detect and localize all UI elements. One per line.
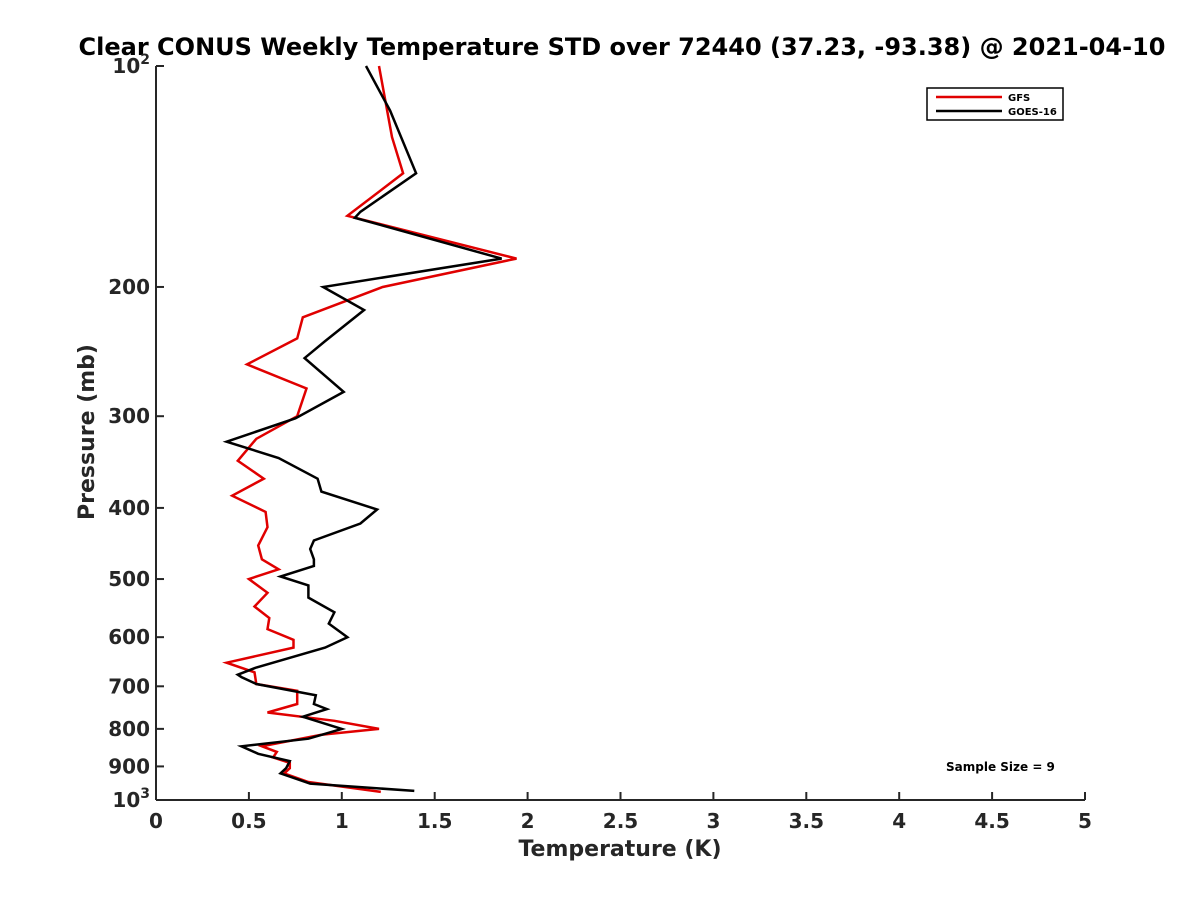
legend-label-goes16: GOES-16 [1008,107,1057,118]
x-tick-label: 3.5 [789,809,824,833]
x-tick-label: 2 [521,809,535,833]
x-tick-label: 0 [149,809,163,833]
legend: GFS GOES-16 [926,87,1064,121]
y-tick-label: 700 [108,674,150,698]
x-tick-label: 5 [1078,809,1092,833]
y-axis-title: Pressure (mb) [75,344,100,520]
legend-box [926,87,1064,121]
x-tick-label: 0.5 [231,809,266,833]
y-tick-label: 400 [108,496,150,520]
y-tick-label: 900 [108,754,150,778]
y-tick-label: 800 [108,717,150,741]
x-tick-label: 1.5 [417,809,452,833]
y-tick-label: 102 [112,52,150,78]
series-line-goes16 [222,65,502,793]
series-line-gfs [222,65,517,794]
y-tick-label: 103 [112,786,150,812]
chart-title: Clear CONUS Weekly Temperature STD over … [79,33,1166,61]
x-tick-label: 4 [892,809,906,833]
axes-layer: 0 0.5 1 1.5 2 2.5 3 3.5 4 4.5 5 102 200 300 400 500 600 7… [108,52,1092,833]
y-tick-label: 500 [108,567,150,591]
x-tick-label: 3 [706,809,720,833]
y-tick-label: 300 [108,404,150,428]
series-layer [222,65,517,794]
x-tick-label: 2.5 [603,809,638,833]
x-tick-label: 4.5 [974,809,1009,833]
sample-size-annotation: Sample Size = 9 [946,760,1055,774]
y-tick-label: 200 [108,275,150,299]
legend-label-gfs: GFS [1008,93,1030,104]
x-axis-title: Temperature (K) [518,837,721,862]
x-tick-label: 1 [335,809,349,833]
y-tick-label: 600 [108,625,150,649]
